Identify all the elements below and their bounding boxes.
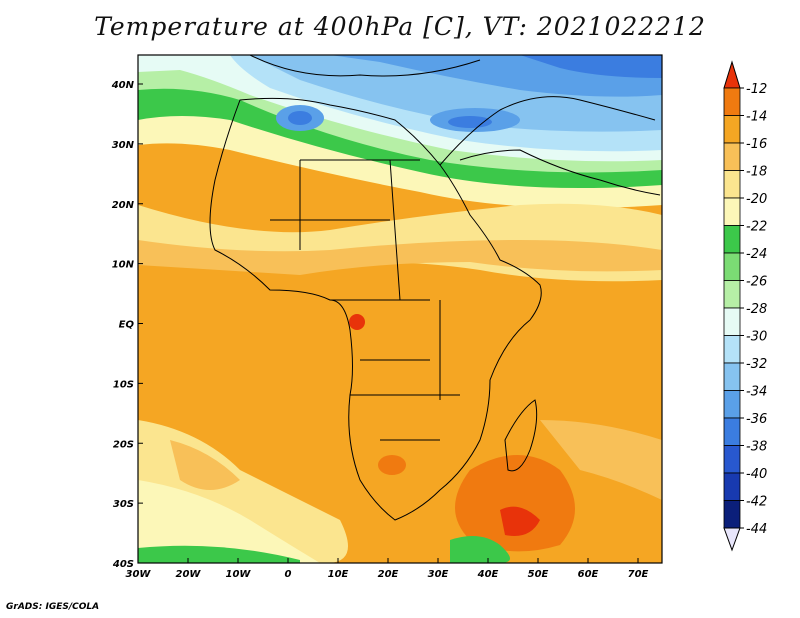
lat-label: 20S [113, 439, 134, 450]
lat-label: 30S [113, 499, 134, 510]
colorbar-label: -32 [746, 357, 767, 372]
chart-title: Temperature at 400hPa [C], VT: 202102221… [94, 12, 706, 41]
colorbar-box [723, 170, 741, 199]
footer-credit: GrADS: IGES/COLA [6, 602, 100, 612]
colorbar: -12 -14 -16 -18 -20 -22 -24 -26 -28 -30 -32 -34 -36 -… [723, 60, 767, 552]
colorbar-box [723, 500, 741, 529]
lon-label: 70E [628, 569, 649, 580]
colorbar-box [723, 252, 741, 281]
colorbar-label: -30 [746, 330, 767, 345]
lat-label: 40N [111, 80, 135, 91]
longitude-labels: 30W 20W 10W 0 10E 20E 30E 40E 50E 60E 70E [126, 558, 649, 580]
colorbar-label: -24 [746, 247, 767, 262]
colorbar-box [723, 87, 741, 116]
colorbar-label: -42 [746, 495, 767, 510]
coastlines [209, 55, 661, 521]
lon-label: 30W [126, 569, 152, 580]
colorbar-box [723, 445, 741, 474]
lat-label: 10S [113, 379, 134, 390]
colorbar-label: -28 [746, 302, 767, 317]
colorbar-box [723, 142, 741, 171]
lat-label: 10N [112, 260, 135, 271]
lat-label: EQ [119, 320, 135, 331]
colorbar-box [723, 225, 741, 254]
lat-label: 30N [112, 140, 135, 151]
colorbar-label: -20 [746, 192, 767, 207]
colorbar-top-arrow [723, 60, 741, 89]
map-frame [137, 54, 663, 564]
colorbar-label: -40 [746, 467, 767, 482]
lon-label: 0 [285, 569, 292, 580]
colorbar-label: -44 [746, 522, 767, 537]
temperature-field [138, 55, 662, 563]
lon-label: 60E [578, 569, 599, 580]
colorbar-label: -36 [746, 412, 767, 427]
colorbar-box [723, 280, 741, 309]
lon-label: 50E [528, 569, 549, 580]
colorbar-label: -14 [746, 110, 767, 125]
colorbar-label: -34 [746, 385, 767, 400]
colorbar-label: -12 [746, 82, 767, 97]
latitude-labels: 40N 30N 20N 10N EQ 10S 20S 30S 40S [111, 80, 143, 570]
colorbar-label: -26 [746, 275, 767, 290]
colorbar-box [723, 307, 741, 336]
colorbar-box [723, 335, 741, 364]
lon-label: 20E [378, 569, 399, 580]
colorbar-box [723, 115, 741, 144]
colorbar-box [723, 197, 741, 226]
colorbar-box [723, 390, 741, 419]
map-figure: 40N 30N 20N 10N EQ 10S 20S 30S 40S 30W 20W 10W 0 10E… [111, 54, 767, 580]
colorbar-label: -38 [746, 440, 767, 455]
lat-label: 40S [112, 559, 134, 570]
colorbar-box [723, 417, 741, 446]
colorbar-box [723, 472, 741, 501]
lon-label: 10W [226, 569, 252, 580]
lat-label: 20N [112, 200, 135, 211]
colorbar-label: -16 [746, 137, 767, 152]
lon-label: 20W [176, 569, 202, 580]
colorbar-bottom-arrow [723, 527, 741, 552]
lon-label: 40E [477, 569, 499, 580]
colorbar-label: -18 [746, 165, 767, 180]
lon-label: 10E [328, 569, 349, 580]
colorbar-label: -22 [746, 220, 767, 235]
lon-label: 30E [428, 569, 449, 580]
colorbar-box [723, 362, 741, 391]
